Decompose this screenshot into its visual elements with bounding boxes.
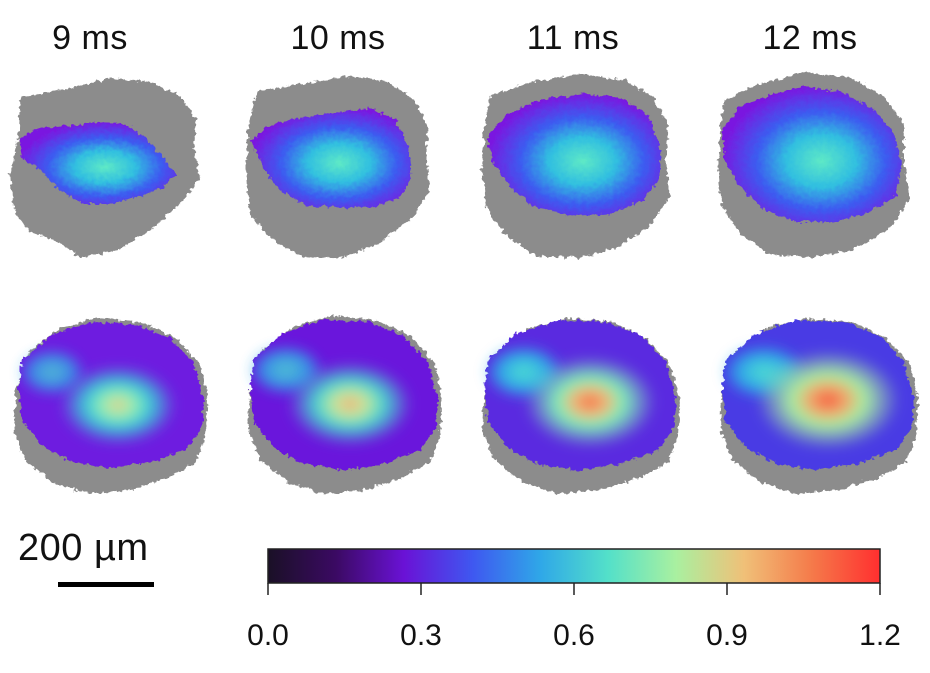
panel-top-9ms	[10, 78, 200, 258]
panel-bottom-11ms	[482, 318, 680, 494]
scale-bar-label: 200 µm	[18, 527, 149, 569]
colorbar: 0.0 0.3 0.6 0.9 1.2	[247, 548, 901, 652]
time-label-12ms: 12 ms	[762, 19, 858, 57]
activation-front	[250, 108, 412, 208]
time-label-10ms: 10 ms	[290, 19, 386, 57]
colorbar-gradient	[267, 548, 881, 584]
panel-bottom-12ms	[720, 318, 918, 494]
activation-front	[18, 122, 176, 204]
colorbar-tick-label: 1.2	[859, 619, 901, 652]
activation-front	[722, 86, 902, 222]
panel-top-12ms	[718, 72, 910, 258]
colorbar-tick-label: 0.0	[247, 619, 289, 652]
time-label-9ms: 9 ms	[52, 19, 128, 57]
colorbar-tick-label: 0.9	[706, 619, 748, 652]
panel-top-11ms	[482, 74, 670, 258]
panel-top-10ms	[246, 76, 430, 258]
panel-bottom-10ms	[248, 316, 442, 494]
colorbar-tick-label: 0.3	[400, 619, 442, 652]
colorbar-ticks: 0.0 0.3 0.6 0.9 1.2	[247, 583, 901, 652]
time-label-11ms: 11 ms	[526, 19, 620, 57]
activation-map-grid	[10, 72, 918, 494]
activation-front	[488, 94, 660, 216]
scale-bar	[58, 582, 154, 587]
panel-bottom-9ms	[14, 318, 208, 494]
colorbar-tick-label: 0.6	[553, 619, 595, 652]
